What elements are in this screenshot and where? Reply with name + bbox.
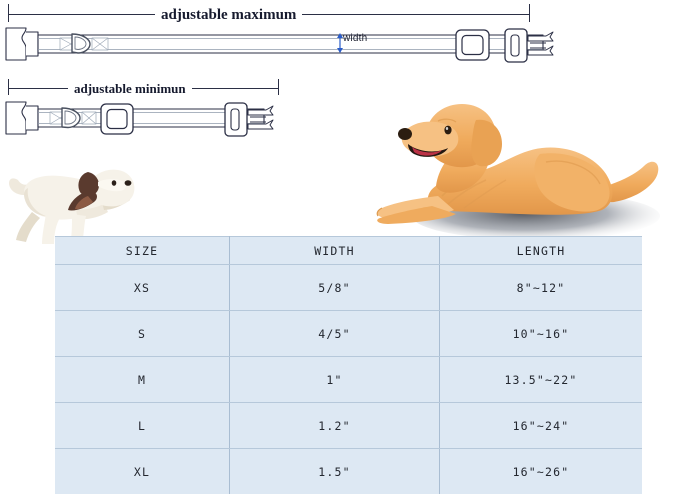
table-row: S 4/5" 10"~16" xyxy=(55,311,642,357)
cell-width: 5/8" xyxy=(230,265,440,311)
table-header-width: WIDTH xyxy=(230,237,440,265)
size-chart-table: SIZE WIDTH LENGTH XS 5/8" 8"~12" S 4/5" … xyxy=(55,236,642,494)
cell-size: L xyxy=(55,403,230,449)
cell-length: 16"~26" xyxy=(440,449,643,494)
cell-length: 13.5"~22" xyxy=(440,357,643,403)
table-header-row: SIZE WIDTH LENGTH xyxy=(55,237,642,265)
running-white-dog-icon xyxy=(2,152,147,247)
table-row: L 1.2" 16"~24" xyxy=(55,403,642,449)
cell-size: XS xyxy=(55,265,230,311)
dim-min-tick-right xyxy=(278,79,279,95)
collar-diagram-maximum xyxy=(0,22,580,70)
table-row: M 1" 13.5"~22" xyxy=(55,357,642,403)
collar-slider-buckle xyxy=(456,30,489,60)
lying-golden-retriever-icon xyxy=(368,92,668,242)
cell-size: XL xyxy=(55,449,230,494)
table-header-length: LENGTH xyxy=(440,237,643,265)
table-row: XS 5/8" 8"~12" xyxy=(55,265,642,311)
cell-width: 1.2" xyxy=(230,403,440,449)
cell-width: 1" xyxy=(230,357,440,403)
collar-end-tab xyxy=(6,28,26,60)
collar-diagram-minimum xyxy=(0,96,300,146)
cell-length: 8"~12" xyxy=(440,265,643,311)
dim-min-tick-left xyxy=(8,79,9,95)
width-label: width xyxy=(343,33,367,44)
cell-size: S xyxy=(55,311,230,357)
dim-max-tick-left xyxy=(8,4,9,22)
cell-length: 16"~24" xyxy=(440,403,643,449)
table-header-size: SIZE xyxy=(55,237,230,265)
cell-width: 1.5" xyxy=(230,449,440,494)
dim-max-label: adjustable maximum xyxy=(155,7,302,24)
dim-max-tick-right xyxy=(529,4,530,22)
cell-width: 4/5" xyxy=(230,311,440,357)
dim-min-label: adjustable minimun xyxy=(68,81,192,97)
cell-length: 10"~16" xyxy=(440,311,643,357)
table-row: XL 1.5" 16"~26" xyxy=(55,449,642,494)
cell-size: M xyxy=(55,357,230,403)
